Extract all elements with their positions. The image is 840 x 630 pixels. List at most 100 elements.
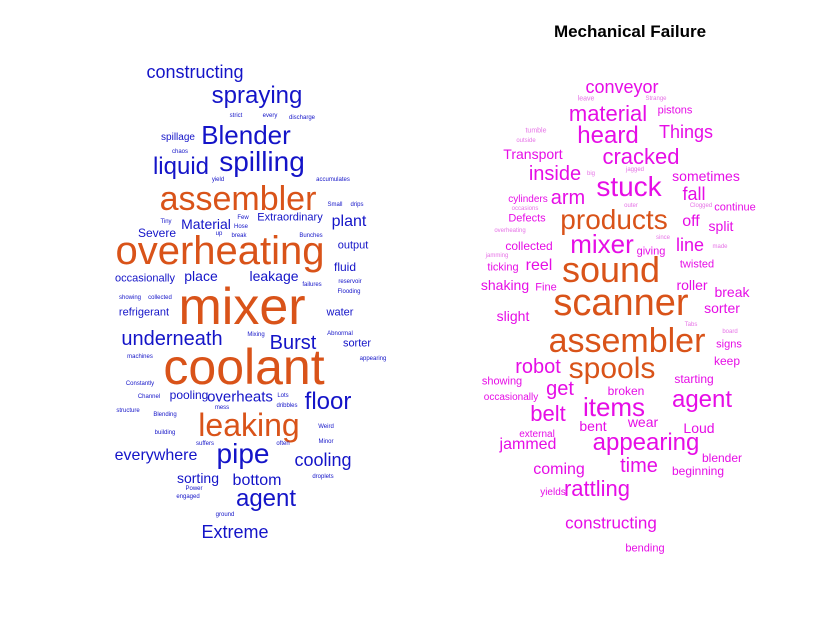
word-pipe: pipe [216, 438, 270, 469]
word-pooling: pooling [169, 388, 209, 402]
word-tumble: tumble [525, 127, 547, 135]
word-get: get [546, 378, 574, 400]
word-split: split [708, 218, 734, 234]
word-shaking: shaking [480, 277, 530, 293]
word-break: break [714, 284, 750, 300]
word-severe: Severe [137, 226, 177, 240]
word-extreme: Extreme [201, 522, 269, 542]
word-line: line [675, 235, 705, 255]
word-showing: showing [481, 375, 523, 388]
word-broken: broken [607, 384, 645, 398]
word-showing: showing [118, 295, 142, 301]
word-jagged: jagged [625, 167, 645, 173]
word-sorting: sorting [176, 470, 220, 486]
word-up: up [215, 231, 223, 237]
word-outer: outer [624, 203, 638, 209]
word-agent: agent [235, 485, 297, 512]
word-sometimes: sometimes [672, 168, 740, 184]
word-keep: keep [713, 354, 741, 368]
word-liquid: liquid [152, 153, 210, 180]
word-blender: Blender [201, 120, 291, 150]
word-outside: outside [516, 138, 536, 144]
word-fine: Fine [535, 281, 557, 294]
word-cracked: cracked [602, 144, 680, 169]
word-bottom: bottom [232, 472, 282, 489]
word-ground: ground [215, 512, 235, 518]
word-drips: drips [350, 202, 364, 208]
word-burst: Burst [269, 332, 317, 354]
word-plant: plant [331, 213, 367, 230]
word-yields: yields [540, 487, 566, 498]
word-stuck: stuck [596, 171, 662, 202]
word-robot: robot [515, 356, 561, 378]
word-break: break [231, 233, 247, 239]
word-assembler: assembler [548, 322, 706, 360]
word-leaking: leaking [198, 407, 300, 443]
word-minor: Minor [318, 439, 334, 445]
word-sorter: sorter [342, 337, 372, 350]
word-channel: Channel [137, 394, 161, 400]
word-tiny: Tiny [160, 219, 172, 225]
word-loud: Loud [683, 420, 715, 436]
word-material: material [568, 101, 648, 126]
word-everywhere: everywhere [114, 447, 198, 464]
wordcloud-title: Mechanical Failure [553, 22, 707, 41]
word-occasions: occasions [511, 206, 539, 212]
word-often: often [276, 441, 290, 447]
word-conveyor: conveyor [585, 77, 659, 97]
word-building: building [154, 430, 176, 436]
word-scanner: scanner [553, 282, 689, 324]
word-leakage: leakage [249, 268, 299, 284]
word-lots: Lots [277, 393, 289, 399]
word-slight: slight [496, 308, 530, 324]
word-made: made [712, 244, 728, 250]
word-structure: structure [116, 408, 140, 414]
word-items: items [582, 392, 646, 422]
word-pistons: pistons [657, 104, 693, 117]
word-assembler: assembler [159, 180, 317, 218]
word-power: Power [185, 486, 203, 492]
word-bent: bent [579, 418, 607, 434]
word-inside: inside [528, 163, 582, 185]
word-flooding: Flooding [337, 289, 361, 295]
word-droplets: droplets [312, 474, 334, 480]
word-ticking: ticking [487, 261, 519, 274]
word-mixer: mixer [570, 229, 634, 259]
word-giving: giving [636, 245, 666, 258]
word-every: every [262, 113, 278, 119]
wordcloud-leak: Leak constructingsprayingstricteverydisc… [114, 63, 387, 542]
word-water: water [326, 306, 354, 319]
word-sorter: sorter [704, 300, 740, 316]
word-collected: collected [505, 239, 553, 253]
word-place: place [184, 268, 218, 284]
word-output: output [337, 239, 369, 252]
word-fall: fall [682, 184, 706, 204]
word-cylinders: cylinders [508, 194, 548, 205]
word-clogged: Clogged [689, 203, 713, 209]
word-leave: leave [577, 95, 595, 103]
word-failures: failures [302, 282, 322, 288]
word-fluid: fluid [333, 260, 357, 274]
word-big: big [586, 171, 596, 177]
word-overheating: overheating [494, 228, 526, 234]
word-arm: arm [550, 187, 586, 209]
word-transport: Transport [503, 146, 563, 162]
word-appearing: appearing [592, 429, 700, 456]
word-signs: signs [716, 338, 742, 351]
word-refrigerant: refrigerant [118, 306, 170, 319]
word-hose: Hose [233, 224, 249, 230]
word-time: time [620, 455, 658, 477]
word-mixing: Mixing [247, 332, 265, 338]
word-suffers: suffers [196, 441, 214, 447]
word-weird: Weird [318, 424, 334, 430]
word-abnormal: Abnormal [327, 331, 353, 337]
word-things: Things [658, 122, 714, 142]
word-constantly: Constantly [125, 381, 155, 387]
word-mixer: mixer [178, 278, 306, 336]
word-accumulates: accumulates [316, 177, 350, 183]
word-wear: wear [627, 414, 659, 430]
word-rattling: rattling [563, 476, 631, 501]
word-small: Small [327, 202, 343, 208]
word-blending: Blending [153, 412, 177, 418]
word-jamming: jamming [485, 253, 509, 259]
